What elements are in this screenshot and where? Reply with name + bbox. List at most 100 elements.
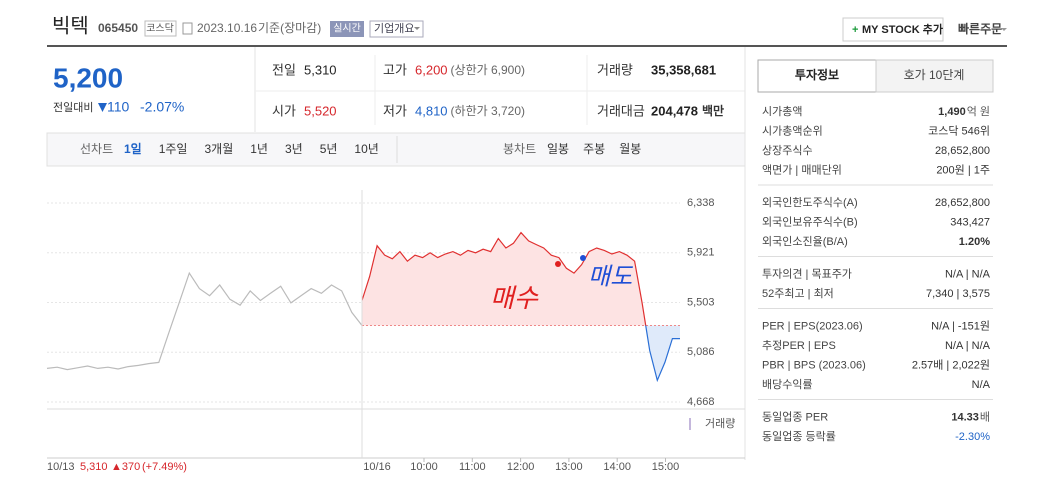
x-tick-label: 11:00: [459, 461, 486, 473]
info-label: 시가총액순위: [762, 124, 823, 137]
mystock: MY STOCK 추가: [862, 22, 943, 36]
chart-tab[interactable]: 1년: [250, 142, 268, 156]
prev-change: ▲370: [111, 461, 140, 473]
basis: 기준(장마감): [258, 21, 321, 35]
info-label: 52주최고 | 최저: [762, 287, 834, 300]
info-value: 200원 | 1주: [936, 163, 990, 176]
x-tick-label: 10/16: [363, 461, 391, 473]
info-label: PER | EPS(2023.06): [762, 320, 863, 332]
info-label: 동일업종 PER: [762, 409, 828, 423]
realtime: 실시간: [333, 23, 361, 35]
chart-tab[interactable]: 주봉: [583, 142, 605, 156]
quote-label: 전일: [272, 62, 296, 77]
info-value: 28,652,800: [935, 197, 990, 209]
quote-note: (상한가 6,900): [451, 63, 525, 77]
y-tick-label: 5,921: [687, 247, 715, 259]
chart-tab[interactable]: 3개월: [204, 142, 233, 156]
tab-active[interactable]: [757, 59, 877, 93]
info-label: 배당수익률: [762, 378, 813, 391]
down-triangle: [98, 103, 107, 112]
info-value: 1,490: [938, 106, 966, 118]
prev-date: 10/13: [47, 461, 75, 473]
dropdown-arrow: [414, 27, 420, 30]
info-label: 상장주식수: [762, 144, 813, 157]
info-label: 동일업종 등락률: [762, 429, 836, 443]
quick-order[interactable]: 빠른주문: [958, 21, 1002, 36]
info-value: -2.30%: [955, 431, 990, 443]
quote-unit: 백만: [702, 103, 724, 118]
stock-code: 065450: [98, 21, 138, 35]
y-tick-label: 6,338: [687, 197, 715, 209]
info-label: 액면가 | 매매단위: [762, 163, 842, 176]
quote-value: 5,520: [304, 103, 337, 118]
tab-group-label: 선차트: [80, 142, 113, 156]
quote-label: 거래량: [597, 62, 633, 77]
price-line: [46, 271, 363, 371]
area: [362, 232, 680, 381]
y-tick-label: 5,086: [687, 346, 715, 358]
chart-tab[interactable]: 일봉: [547, 142, 569, 156]
market-box: [144, 20, 177, 37]
annotation-buy: 매수: [490, 283, 539, 313]
chart-tab-bar: [46, 132, 746, 167]
annotation-dot: [555, 261, 561, 267]
info-unit: 억 원: [967, 105, 990, 118]
info-label: 외국인한도주식수(A): [762, 196, 858, 209]
info-label: 추정PER | EPS: [762, 339, 836, 352]
overview-box[interactable]: [369, 20, 424, 38]
plus: +: [852, 24, 858, 36]
mystock-button[interactable]: [842, 17, 944, 42]
info-value: 1.20%: [959, 236, 990, 248]
quote-label: 거래대금: [597, 103, 645, 118]
info-value: 코스닥 546위: [928, 124, 990, 137]
chart-tab[interactable]: 10년: [354, 142, 378, 156]
chart-tab[interactable]: 1일: [124, 142, 142, 156]
volume-label: 거래량: [705, 417, 735, 430]
x-tick-label: 13:00: [555, 461, 583, 473]
info-value: N/A: [972, 379, 991, 391]
info-value: 14.33: [951, 411, 979, 423]
tab[interactable]: [875, 59, 994, 93]
y-tick-label: 4,668: [687, 396, 715, 408]
x-tick-label: 14:00: [603, 461, 631, 473]
info-value: 343,427: [950, 216, 990, 228]
calendar-icon: [182, 22, 193, 35]
date: 2023.10.16: [197, 21, 257, 35]
quote-label: 시가: [272, 103, 296, 118]
info-value: N/A | N/A: [945, 340, 991, 352]
quote-label: 고가: [383, 62, 407, 77]
x-tick-label: 12:00: [507, 461, 535, 473]
annotation-sell: 매도: [588, 263, 633, 290]
price: 5,200: [53, 62, 123, 93]
info-label: 외국인보유주식수(B): [762, 215, 858, 228]
tab-label: 호가 10단계: [904, 68, 965, 82]
quote-label: 저가: [383, 103, 407, 118]
prev-close: 5,310: [80, 461, 108, 473]
chart-tab[interactable]: 월봉: [619, 142, 641, 156]
quote-value: 35,358,681: [651, 62, 716, 77]
chart-tab[interactable]: 5년: [320, 142, 338, 156]
annotation-dot: [580, 255, 586, 261]
change-pct: -2.07%: [140, 99, 184, 115]
quote-value: 204,478: [651, 103, 698, 118]
info-value: 2.57배 | 2,022원: [912, 358, 990, 371]
info-label: 외국인소진율(B/A): [762, 235, 848, 248]
x-tick-label: 10:00: [410, 461, 438, 473]
quote-value: 4,810: [415, 103, 448, 118]
overview: 기업개요: [374, 22, 414, 35]
info-value: N/A | N/A: [945, 268, 991, 280]
info-value: 28,652,800: [935, 145, 990, 157]
realtime-badge[interactable]: [330, 21, 364, 37]
info-value: N/A | -151원: [931, 319, 990, 332]
y-tick-label: 5,503: [687, 296, 715, 308]
stock-name: 빅텍: [52, 14, 89, 37]
quote-note: (하한가 3,720): [451, 104, 525, 118]
info-value: 7,340 | 3,575: [926, 288, 990, 300]
market: 코스닥: [146, 23, 174, 35]
chart-tab[interactable]: 1주일: [159, 142, 188, 156]
info-label: 시가총액: [762, 105, 802, 118]
chart-tab[interactable]: 3년: [285, 142, 303, 156]
change: 110: [107, 99, 130, 115]
